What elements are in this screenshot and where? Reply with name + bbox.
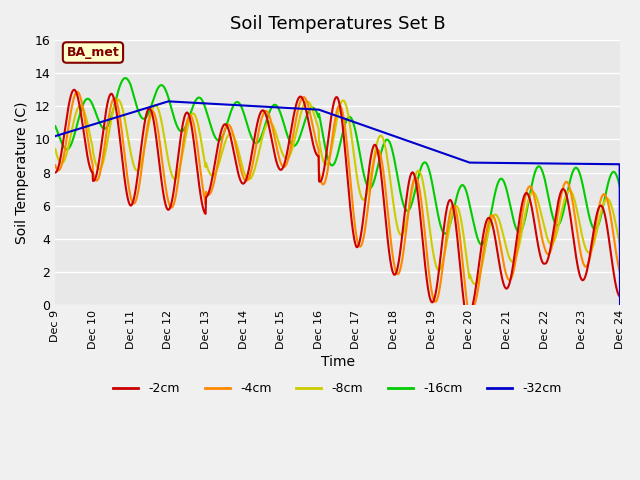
- Text: BA_met: BA_met: [67, 46, 119, 59]
- Y-axis label: Soil Temperature (C): Soil Temperature (C): [15, 101, 29, 244]
- Title: Soil Temperatures Set B: Soil Temperatures Set B: [230, 15, 445, 33]
- X-axis label: Time: Time: [321, 355, 355, 369]
- Legend: -2cm, -4cm, -8cm, -16cm, -32cm: -2cm, -4cm, -8cm, -16cm, -32cm: [108, 377, 567, 400]
